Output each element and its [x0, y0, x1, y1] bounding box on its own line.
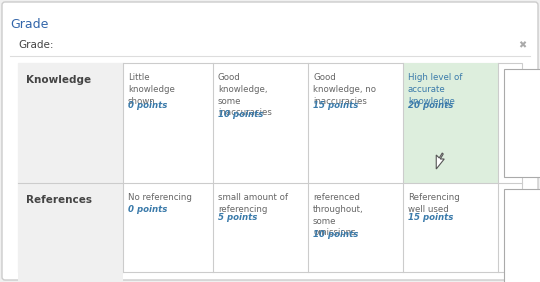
- Text: referenced
throughout,
some
omissions: referenced throughout, some omissions: [313, 193, 363, 237]
- Bar: [18, 63, 522, 272]
- Text: Little
knowledge
shown: Little knowledge shown: [128, 73, 175, 105]
- Text: Good
knowledge,
some
inaccuracies: Good knowledge, some inaccuracies: [218, 73, 272, 117]
- Text: 10 points: 10 points: [313, 230, 359, 239]
- Bar: [18, 183, 123, 282]
- Text: High level of
accurate
knowledge: High level of accurate knowledge: [408, 73, 462, 105]
- Text: 15 points: 15 points: [408, 213, 454, 222]
- Text: ✖: ✖: [518, 40, 526, 50]
- FancyBboxPatch shape: [2, 2, 538, 280]
- Text: No referencing: No referencing: [128, 193, 192, 202]
- Polygon shape: [436, 153, 444, 169]
- Text: 5 points: 5 points: [218, 213, 258, 222]
- Text: 0 points: 0 points: [128, 102, 167, 111]
- Text: Referencing
well used: Referencing well used: [408, 193, 460, 214]
- Text: Grade: Grade: [10, 18, 49, 31]
- Bar: [504, 69, 540, 177]
- Text: References: References: [26, 195, 92, 205]
- Text: 10 points: 10 points: [218, 110, 264, 119]
- Text: Grade:: Grade:: [18, 40, 53, 50]
- Bar: [18, 63, 123, 183]
- Text: 0 points: 0 points: [128, 204, 167, 213]
- Bar: [403, 63, 498, 183]
- Text: Good
knowledge, no
inaccuracies: Good knowledge, no inaccuracies: [313, 73, 376, 105]
- Bar: [504, 189, 540, 282]
- Text: Knowledge: Knowledge: [26, 75, 91, 85]
- Text: 15 points: 15 points: [313, 102, 359, 111]
- Text: small amount of
referencing: small amount of referencing: [218, 193, 288, 214]
- Text: 20 points: 20 points: [408, 102, 454, 111]
